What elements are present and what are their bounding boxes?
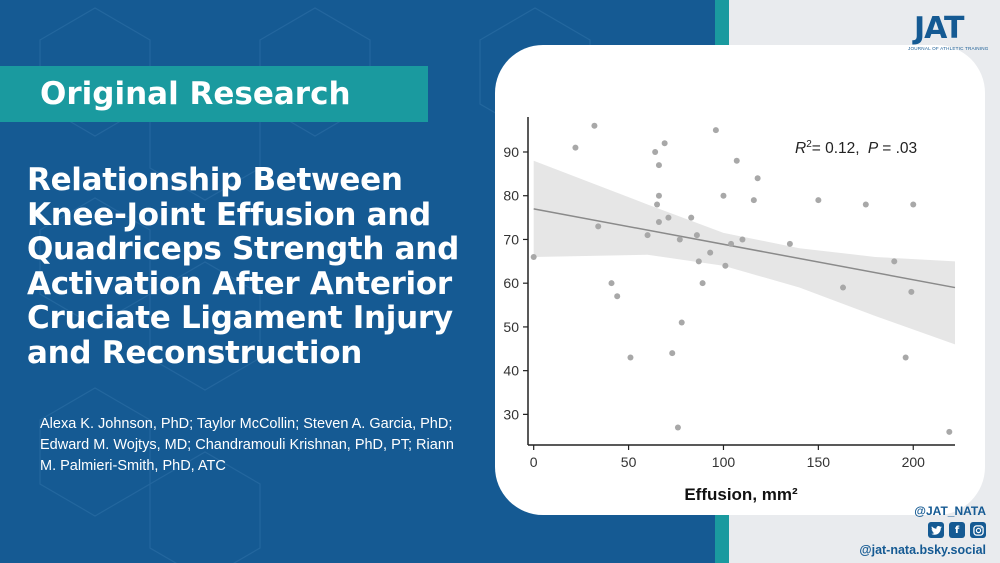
data-point bbox=[707, 249, 714, 256]
confidence-band-group bbox=[533, 160, 955, 345]
data-point bbox=[688, 214, 695, 221]
annotation-p: = .03 bbox=[882, 140, 917, 157]
section-banner: Original Research bbox=[0, 66, 428, 122]
data-point bbox=[693, 232, 700, 239]
data-point bbox=[608, 280, 615, 287]
y-tick-label: 70 bbox=[503, 231, 519, 247]
data-point bbox=[891, 258, 898, 265]
data-point bbox=[655, 162, 662, 169]
article-title: Relationship Between Knee-Joint Effusion… bbox=[27, 162, 459, 371]
data-point bbox=[676, 236, 683, 243]
data-point bbox=[530, 253, 537, 260]
data-point bbox=[674, 424, 681, 431]
data-point bbox=[722, 262, 729, 269]
data-point bbox=[728, 240, 735, 247]
twitter-icon[interactable] bbox=[928, 522, 944, 538]
facebook-icon[interactable]: f bbox=[949, 522, 965, 538]
data-points-group bbox=[530, 122, 953, 435]
axes-group bbox=[527, 117, 955, 446]
data-point bbox=[840, 284, 847, 291]
data-point bbox=[678, 319, 685, 326]
data-point bbox=[815, 197, 822, 204]
data-point bbox=[946, 428, 953, 435]
data-point bbox=[644, 232, 651, 239]
data-point bbox=[654, 201, 661, 208]
data-point bbox=[733, 157, 740, 164]
data-point bbox=[655, 218, 662, 225]
data-point bbox=[695, 258, 702, 265]
y-tick-label: 90 bbox=[503, 144, 519, 160]
data-point bbox=[669, 350, 676, 357]
data-point bbox=[750, 197, 757, 204]
data-point bbox=[627, 354, 634, 361]
data-point bbox=[739, 236, 746, 243]
annotation-r2: = 0.12, bbox=[812, 140, 860, 157]
trend-line bbox=[533, 208, 956, 289]
scatter-chart: 30 40 50 60 70 80 90 0 50 100 150 200 R2= 0.12, P = … bbox=[503, 117, 956, 504]
data-point bbox=[591, 122, 598, 129]
x-tick-label: 0 bbox=[530, 454, 538, 470]
y-tick-label: 50 bbox=[503, 319, 519, 335]
x-axis-label: Effusion, mm² bbox=[684, 485, 798, 504]
y-tick-label: 60 bbox=[503, 275, 519, 291]
logo-letters: JAT bbox=[914, 11, 965, 46]
tick-group: 30 40 50 60 70 80 90 0 50 100 150 200 bbox=[503, 144, 925, 470]
data-point bbox=[754, 175, 761, 182]
data-point bbox=[862, 201, 869, 208]
confidence-band bbox=[533, 160, 955, 345]
data-point bbox=[720, 192, 727, 199]
data-point bbox=[655, 192, 662, 199]
data-point bbox=[652, 148, 659, 155]
data-point bbox=[902, 354, 909, 361]
data-point bbox=[595, 223, 602, 230]
y-tick-label: 40 bbox=[503, 363, 519, 379]
annotation-stats: R2= 0.12, P = .03 bbox=[795, 139, 917, 157]
data-point bbox=[908, 288, 915, 295]
data-point bbox=[712, 127, 719, 134]
data-point bbox=[910, 201, 917, 208]
data-point bbox=[614, 293, 621, 300]
banner-label: Original Research bbox=[40, 76, 351, 112]
data-point bbox=[665, 214, 672, 221]
trend-line-group bbox=[533, 208, 956, 289]
jat-logo: JAT JOURNAL OF ATHLETIC TRAINING bbox=[908, 12, 988, 58]
bluesky-handle[interactable]: @jat-nata.bsky.social bbox=[859, 543, 986, 557]
chart-card: 30 40 50 60 70 80 90 0 50 100 150 200 R2= 0.12, P = … bbox=[495, 45, 985, 515]
article-authors: Alexa K. Johnson, PhD; Taylor McCollin; … bbox=[40, 416, 454, 474]
x-tick-label: 200 bbox=[902, 454, 926, 470]
x-tick-label: 100 bbox=[712, 454, 736, 470]
data-point bbox=[572, 144, 579, 151]
instagram-icon[interactable] bbox=[970, 522, 986, 538]
social-icons: f bbox=[928, 522, 986, 538]
x-tick-label: 50 bbox=[621, 454, 637, 470]
y-tick-label: 30 bbox=[503, 406, 519, 422]
data-point bbox=[786, 240, 793, 247]
y-tick-label: 80 bbox=[503, 188, 519, 204]
x-tick-label: 150 bbox=[807, 454, 831, 470]
data-point bbox=[699, 280, 706, 287]
data-point bbox=[661, 140, 668, 147]
logo-subtitle: JOURNAL OF ATHLETIC TRAINING bbox=[908, 46, 989, 51]
social-handle[interactable]: @JAT_NATA bbox=[914, 504, 986, 518]
